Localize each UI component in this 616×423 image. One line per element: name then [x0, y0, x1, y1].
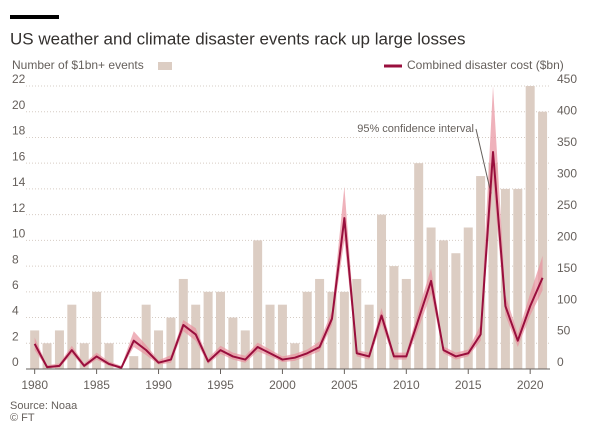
- bar: [79, 343, 89, 369]
- y2-tick-label: 200: [557, 229, 577, 243]
- bar: [154, 330, 164, 369]
- x-tick-label: 2000: [269, 378, 296, 392]
- y2-tick-label: 450: [557, 72, 577, 86]
- y2-tick-label: 0: [557, 355, 564, 369]
- x-tick-label: 1980: [21, 378, 48, 392]
- x-tick-label: 1990: [145, 378, 172, 392]
- annotation: 95% confidence interval: [357, 123, 474, 135]
- bar: [377, 214, 387, 369]
- x-tick-label: 2020: [517, 378, 544, 392]
- bar: [538, 111, 548, 370]
- bar: [215, 291, 225, 369]
- y-tick-label: 20: [12, 98, 26, 112]
- bar: [414, 163, 424, 369]
- chart-title: US weather and climate disaster events r…: [10, 29, 465, 48]
- y2-tick-label: 250: [557, 198, 577, 212]
- bar: [476, 176, 486, 369]
- bar: [129, 356, 139, 369]
- y-tick-label: 16: [12, 149, 26, 163]
- bar: [42, 343, 52, 369]
- x-tick-label: 2005: [331, 378, 358, 392]
- y-tick-label: 0: [12, 355, 19, 369]
- line: [33, 151, 544, 369]
- legend-label: Number of $1bn+ events: [12, 58, 144, 72]
- annotation-line: [475, 128, 492, 194]
- y2-tick-label: 100: [557, 292, 577, 306]
- y-tick-label: 4: [12, 304, 19, 318]
- bar: [141, 304, 151, 369]
- bar: [401, 278, 411, 369]
- bar: [54, 330, 64, 369]
- x-tick-label: 1985: [83, 378, 110, 392]
- brand-bar: [10, 15, 59, 19]
- bar: [426, 227, 436, 369]
- bar: [166, 317, 176, 369]
- bar: [438, 240, 448, 369]
- bar: [364, 304, 374, 369]
- x-tick-label: 1995: [207, 378, 234, 392]
- y2-tick-label: 300: [557, 167, 577, 181]
- y-tick-label: 14: [12, 175, 26, 189]
- bar: [315, 278, 325, 369]
- bar: [265, 304, 275, 369]
- bar: [67, 304, 77, 369]
- source: Source: Noaa: [10, 400, 78, 412]
- y2-tick-label: 400: [557, 104, 577, 118]
- y-tick-label: 10: [12, 227, 26, 241]
- plot: 0 2 4 6 8 10 12 14 16 18 20 22 0 50 100 150 200 250 300 350…: [12, 72, 577, 392]
- y-tick-label: 12: [12, 201, 26, 215]
- y-tick-label: 6: [12, 278, 19, 292]
- bar: [352, 278, 362, 369]
- bar: [513, 188, 523, 369]
- y-tick-label: 18: [12, 124, 26, 138]
- bar: [488, 163, 498, 369]
- y2-tick-label: 350: [557, 135, 577, 149]
- y-tick-label: 2: [12, 329, 19, 343]
- bar: [525, 86, 535, 369]
- x-tick-label: 2010: [393, 378, 420, 392]
- bar: [451, 253, 461, 369]
- bar: [253, 240, 263, 369]
- bar: [277, 304, 287, 369]
- bar: [463, 227, 473, 369]
- bar: [92, 291, 102, 369]
- bar: [302, 291, 312, 369]
- y2-tick-label: 50: [557, 324, 571, 338]
- x-tick-label: 2015: [455, 378, 482, 392]
- bar: [228, 317, 238, 369]
- y2-tick-label: 150: [557, 261, 577, 275]
- legend-label: Combined disaster cost ($bn): [407, 58, 564, 72]
- copyright: © FT: [10, 412, 35, 423]
- bar: [327, 291, 337, 369]
- bar: [339, 291, 349, 369]
- bar: [389, 266, 399, 369]
- legend-swatch: [158, 62, 172, 70]
- y-tick-label: 22: [12, 72, 26, 86]
- confidence-band: [34, 86, 543, 369]
- bar: [240, 330, 250, 369]
- bar: [203, 291, 213, 369]
- y-tick-label: 8: [12, 252, 19, 266]
- bar: [500, 188, 510, 369]
- bar: [104, 343, 114, 369]
